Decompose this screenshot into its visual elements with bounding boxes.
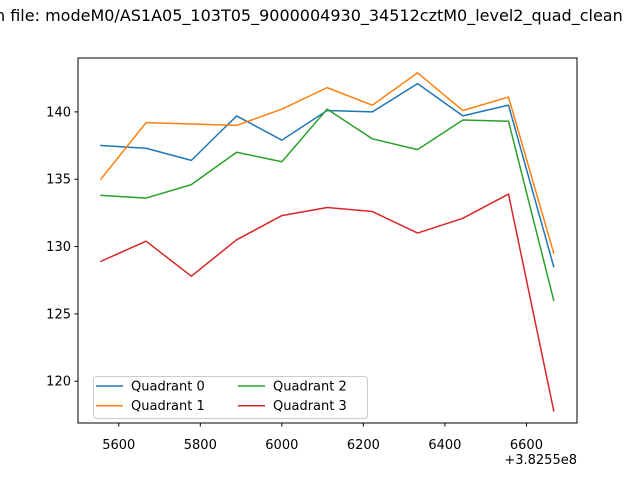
legend-label-quadrant-1: Quadrant 1 [131, 399, 205, 414]
x-tick-label: 5600 [102, 438, 135, 453]
y-tick-label: 135 [46, 173, 71, 188]
legend-label-quadrant-3: Quadrant 3 [273, 399, 347, 414]
chart-title: n file: modeM0/AS1A05_103T05_9000004930_… [0, 6, 623, 25]
x-tick-label: 6400 [428, 438, 461, 453]
axis-frame [77, 57, 578, 424]
x-tick-label: 6000 [265, 438, 298, 453]
x-tick-label: 6600 [510, 438, 543, 453]
legend-box [93, 376, 368, 419]
x-axis-offset-label: +3.8255e8 [504, 453, 577, 468]
legend-label-quadrant-2: Quadrant 2 [273, 380, 347, 395]
legend-label-quadrant-0: Quadrant 0 [131, 380, 205, 395]
y-tick-label: 140 [46, 105, 71, 120]
x-tick-label: 6200 [347, 438, 380, 453]
series-line-quadrant-3 [100, 193, 555, 412]
x-tick-label: 5800 [184, 438, 217, 453]
series-line-quadrant-2 [100, 108, 555, 302]
y-tick-label: 130 [46, 240, 71, 255]
series-line-quadrant-1 [100, 72, 555, 255]
series-line-quadrant-0 [100, 82, 555, 268]
y-tick-label: 120 [46, 375, 71, 390]
y-tick-label: 125 [46, 307, 71, 322]
